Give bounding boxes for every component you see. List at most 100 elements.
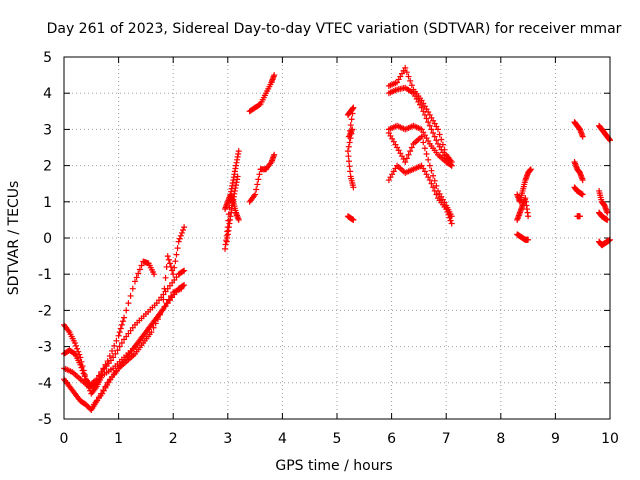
series-arc-8: [223, 173, 241, 245]
data-point-interp: [173, 251, 180, 258]
data-point: [604, 216, 611, 223]
data-point-interp: [423, 151, 430, 158]
data-point-interp: [447, 217, 454, 224]
data-point: [402, 158, 409, 165]
data-point-interp: [255, 176, 262, 183]
data-point-interp: [138, 262, 145, 269]
grid-lines: [64, 57, 610, 419]
data-point-interp: [76, 351, 83, 358]
data-point: [350, 184, 357, 191]
series-arc-20: [514, 231, 532, 243]
y-tick-label: -1: [38, 267, 52, 283]
data-point-interp: [165, 296, 172, 303]
data-point: [527, 166, 534, 173]
data-point-interp: [420, 108, 427, 115]
x-axis-label: GPS time / hours: [275, 458, 392, 474]
y-tick-label: 4: [43, 86, 52, 102]
data-point: [418, 104, 425, 111]
data-point-interp: [109, 347, 116, 354]
axis-ticks: [63, 56, 611, 420]
data-point-interp: [160, 296, 167, 303]
data-point-interp: [430, 172, 437, 179]
data-point: [448, 162, 455, 169]
data-point-interp: [106, 353, 113, 360]
data-point-interp: [129, 285, 136, 292]
data-point-interp: [345, 143, 352, 150]
data-point-interp: [168, 263, 175, 270]
data-point-interp: [431, 187, 438, 194]
data-point: [576, 213, 583, 220]
data-point-interp: [177, 232, 184, 239]
data-point: [418, 133, 425, 140]
data-point-interp: [171, 264, 178, 271]
data-point-interp: [100, 365, 107, 372]
data-point: [350, 104, 357, 111]
data-point: [181, 267, 188, 274]
x-tick-label: 2: [169, 431, 178, 447]
data-point-interp: [176, 235, 183, 242]
data-point: [115, 332, 122, 339]
data-point-interp: [161, 303, 168, 310]
series-arc-13: [385, 64, 455, 165]
data-point: [426, 162, 433, 169]
y-tick-label: -4: [38, 376, 52, 392]
plot-frame: [63, 56, 611, 420]
data-point-interp: [433, 182, 440, 189]
data-point-interp: [348, 116, 355, 123]
series-arc-9: [246, 72, 278, 115]
data-point-interp: [430, 184, 437, 191]
data-point-interp: [135, 270, 142, 277]
series-arc-23: [571, 184, 586, 198]
data-point: [151, 271, 158, 278]
data-point-interp: [431, 177, 438, 184]
data-point-interp: [116, 329, 123, 336]
y-tick-label: -3: [38, 340, 52, 356]
data-point-interp: [123, 307, 130, 314]
data-point-interp: [152, 320, 159, 327]
series-arc-22: [571, 158, 586, 184]
x-tick-label: 0: [60, 431, 69, 447]
series-arc-2: [61, 267, 188, 390]
data-points: [61, 64, 613, 413]
x-tick-labels: 0 1 2 3 4 5 6 7 8 9 10: [60, 431, 619, 447]
data-point-interp: [114, 347, 121, 354]
data-point-interp: [425, 156, 432, 163]
data-point-interp: [421, 145, 428, 152]
data-point-interp: [254, 181, 261, 188]
data-point-interp: [125, 300, 132, 307]
data-point-interp: [168, 292, 175, 299]
data-point: [579, 133, 586, 140]
y-tick-labels: -5 -4 -3 -2 -1 0 1 2 3 4 5: [38, 50, 52, 428]
data-point-interp: [346, 158, 353, 165]
data-point: [235, 216, 242, 223]
data-point: [604, 209, 611, 216]
series-arc-17: [385, 162, 455, 227]
data-point: [178, 285, 185, 292]
data-point-interp: [420, 139, 427, 146]
y-tick-label: 3: [43, 122, 52, 138]
data-point-interp: [75, 348, 82, 355]
series-arc-21: [571, 119, 586, 140]
x-tick-label: 1: [114, 431, 123, 447]
data-point-interp: [172, 258, 179, 265]
data-point-interp: [133, 274, 140, 281]
data-point-interp: [165, 256, 172, 263]
series-arc-19: [514, 195, 532, 223]
y-tick-label: 2: [43, 159, 52, 175]
data-point-interp: [73, 342, 80, 349]
data-point-interp: [407, 77, 414, 84]
data-point-interp: [433, 137, 440, 144]
data-point-interp: [405, 151, 412, 158]
x-tick-label: 8: [496, 431, 505, 447]
data-point-interp: [347, 122, 354, 129]
series-arc-15: [385, 122, 455, 169]
data-point: [71, 339, 78, 346]
data-point-interp: [348, 130, 355, 137]
data-point: [525, 236, 532, 243]
data-point: [426, 177, 433, 184]
data-point: [525, 213, 532, 220]
data-point-interp: [98, 368, 105, 375]
series-arc-24: [574, 213, 583, 220]
data-point: [426, 122, 433, 129]
